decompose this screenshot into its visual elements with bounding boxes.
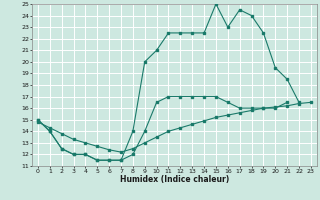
X-axis label: Humidex (Indice chaleur): Humidex (Indice chaleur) <box>120 175 229 184</box>
